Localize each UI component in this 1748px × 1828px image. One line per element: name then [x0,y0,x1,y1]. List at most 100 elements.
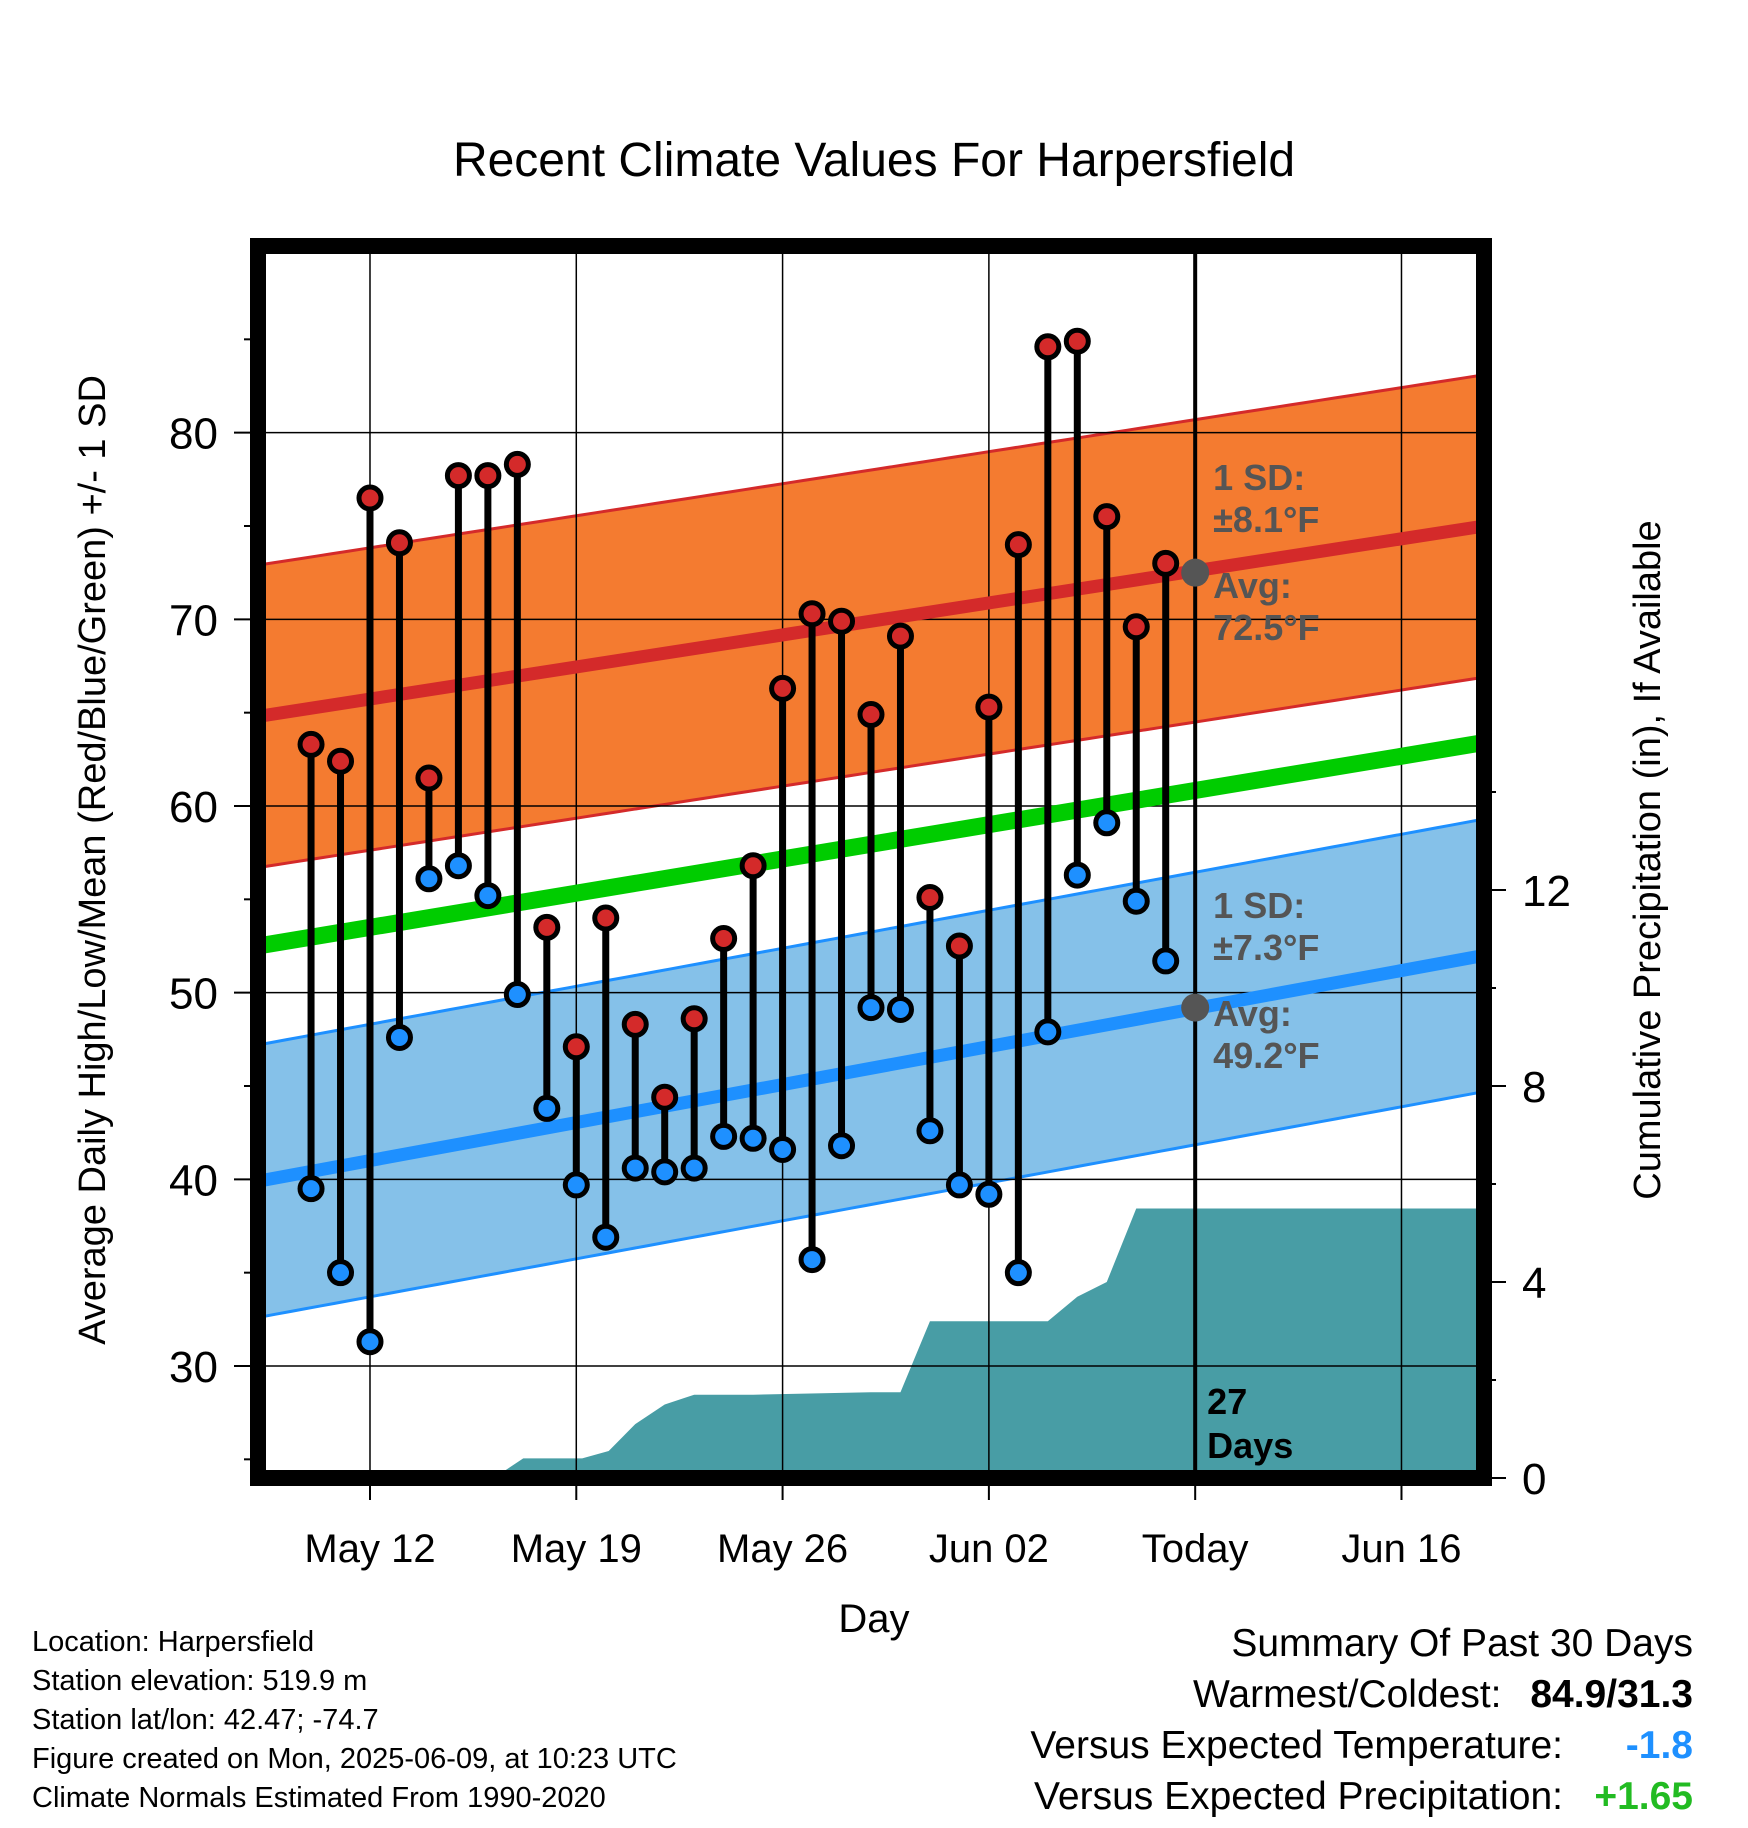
location-text: Location: Harpersfield [32,1626,315,1658]
daily-low-point [651,1158,679,1186]
daily-low-point [1122,887,1150,915]
daily-low-point [385,1023,413,1051]
daily-high-point [503,450,531,478]
daily-high-point [857,701,885,729]
y2-tick-label: 12 [1522,867,1571,916]
y-tick-label: 40 [169,1156,218,1205]
daily-high-point [621,1010,649,1038]
daily-high-point [562,1033,590,1061]
x-tick-label: May 26 [717,1527,848,1571]
daily-low-point [297,1175,325,1203]
daily-low-point [1093,809,1121,837]
temp-value: -1.8 [1625,1724,1693,1767]
precip-value: +1.65 [1594,1775,1693,1818]
y-tick-label: 70 [169,596,218,645]
daily-high-point [710,925,738,953]
x-tick-label: Jun 02 [929,1527,1049,1571]
warm-cold-label: Warmest/Coldest: [1193,1673,1502,1716]
daily-high-point [327,747,355,775]
daily-low-point [1004,1259,1032,1287]
low-avg-label: Avg: [1213,993,1292,1034]
daily-low-point [945,1171,973,1199]
daily-high-point [1063,327,1091,355]
daily-high-point [415,764,443,792]
daily-high-point [945,932,973,960]
daily-low-point [680,1154,708,1182]
latlon-text: Station lat/lon: 42.47; -74.7 [32,1704,379,1736]
daily-high-point [592,904,620,932]
daily-high-point [474,462,502,490]
x-tick-label: May 19 [511,1527,642,1571]
daily-high-point [828,607,856,635]
daily-low-point [739,1124,767,1152]
normal-high-line [258,519,1484,723]
daily-high-point [651,1083,679,1111]
daily-low-point [1152,947,1180,975]
daily-low-point [415,865,443,893]
daily-high-point [1004,531,1032,559]
daily-low-point [828,1132,856,1160]
y2-tick-label: 0 [1522,1455,1546,1504]
today-low-avg-marker [1181,993,1210,1022]
daily-low-point [592,1223,620,1251]
low-avg-value: 49.2°F [1213,1035,1319,1076]
high-avg-value: 72.5°F [1213,607,1319,648]
daily-high-point [739,852,767,880]
daily-high-point [798,600,826,628]
daily-low-point [444,852,472,880]
day-count-unit: Days [1207,1425,1293,1466]
daily-low-point [533,1094,561,1122]
daily-high-point [385,529,413,557]
precip-label: Versus Expected Precipitation: [1034,1775,1563,1818]
daily-high-point [680,1005,708,1033]
daily-high-point [916,883,944,911]
high-sd-label: 1 SD: [1213,457,1305,498]
y-tick-label: 50 [169,970,218,1019]
normals-text: Climate Normals Estimated From 1990-2020 [32,1782,606,1814]
x-tick-label: Today [1142,1527,1249,1571]
y-tick-label: 60 [169,783,218,832]
daily-high-point [356,484,384,512]
daily-low-point [474,882,502,910]
low-sd-label: 1 SD: [1213,885,1305,926]
daily-low-point [1034,1018,1062,1046]
daily-low-point [327,1259,355,1287]
daily-low-point [1063,861,1091,889]
daily-low-point [562,1171,590,1199]
daily-low-point [503,981,531,1009]
daily-low-point [356,1328,384,1356]
high-avg-label: Avg: [1213,565,1292,606]
daily-low-point [710,1122,738,1150]
day-count-number: 27 [1207,1381,1247,1422]
daily-high-point [444,462,472,490]
today-high-avg-marker [1181,558,1210,587]
daily-high-point [297,730,325,758]
daily-high-point [1152,549,1180,577]
daily-low-point [916,1117,944,1145]
daily-low-point [975,1180,1003,1208]
daily-high-point [975,693,1003,721]
plot-frame [250,238,1492,1486]
temp-label: Versus Expected Temperature: [1030,1724,1563,1767]
precip-area [258,1208,1484,1478]
summary-title: Summary Of Past 30 Days [1231,1622,1693,1665]
station-info: Location: Harpersfield Station elevation… [32,1623,677,1818]
y2-tick-label: 8 [1522,1063,1546,1112]
y-axis-label: Average Daily High/Low/Mean (Red/Blue/Gr… [72,375,114,1345]
daily-low-point [621,1154,649,1182]
daily-high-point [533,913,561,941]
daily-low-point [798,1246,826,1274]
y-tick-label: 30 [169,1343,218,1392]
created-text: Figure created on Mon, 2025-06-09, at 10… [32,1743,677,1775]
elevation-text: Station elevation: 519.9 m [32,1665,368,1697]
daily-low-point [857,994,885,1022]
warm-cold-value: 84.9/31.3 [1530,1673,1693,1716]
x-tick-label: May 12 [304,1527,435,1571]
x-axis-label: Day [838,1597,909,1641]
daily-high-point [886,622,914,650]
chart-title: Recent Climate Values For Harpersfield [453,134,1295,187]
y2-axis-label: Cumulative Precipitation (in), If Availa… [1627,520,1669,1199]
daily-high-point [1034,333,1062,361]
